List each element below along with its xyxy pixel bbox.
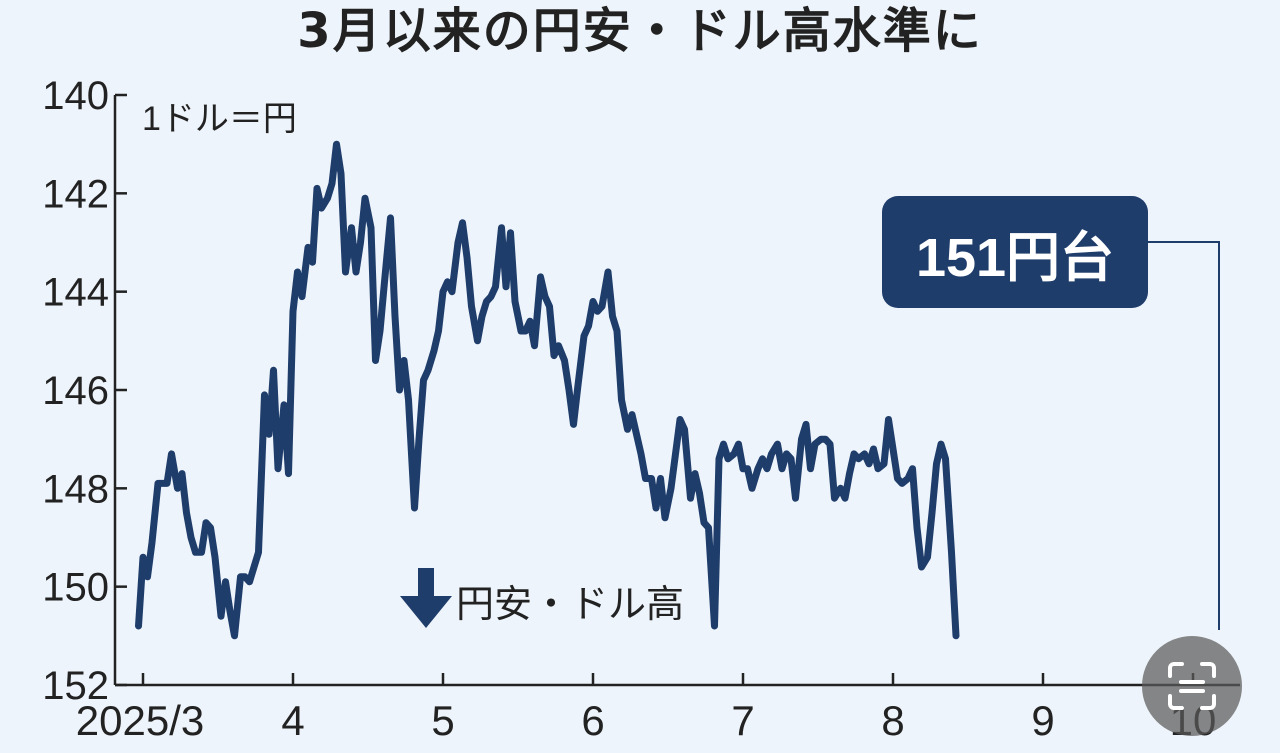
direction-label: 円安・ドル高 [456, 584, 684, 626]
y-tick-label: 144 [42, 271, 109, 315]
x-tick-label: 4 [281, 697, 304, 744]
chart-title: 3月以来の円安・ドル高水準に [297, 3, 983, 59]
callout-label: 151円台 [916, 228, 1114, 288]
annotations: 1ドル＝円 円安・ドル高 151円台 [142, 100, 1220, 630]
x-tick-label: 9 [1031, 697, 1054, 744]
scan-icon [1168, 662, 1216, 710]
unit-label: 1ドル＝円 [142, 100, 297, 138]
down-arrow-icon [400, 568, 452, 628]
y-tick-label: 150 [42, 566, 109, 610]
callout-box: 151円台 [882, 196, 1220, 630]
callout-leader [1148, 241, 1220, 630]
x-tick-label: 6 [581, 697, 604, 744]
series-layer [135, 140, 960, 640]
y-tick-label: 152 [42, 664, 109, 708]
x-tick-label: 5 [431, 697, 454, 744]
scan-text-button[interactable] [1142, 636, 1242, 736]
y-tick-label: 142 [42, 172, 109, 216]
series-line [135, 140, 960, 640]
y-tick-label: 146 [42, 369, 109, 413]
y-tick-label: 148 [42, 467, 109, 511]
y-tick-label: 140 [42, 74, 109, 118]
x-tick-label: 7 [731, 697, 754, 744]
x-tick-label: 2025/3 [76, 697, 204, 744]
x-tick-label: 8 [881, 697, 904, 744]
